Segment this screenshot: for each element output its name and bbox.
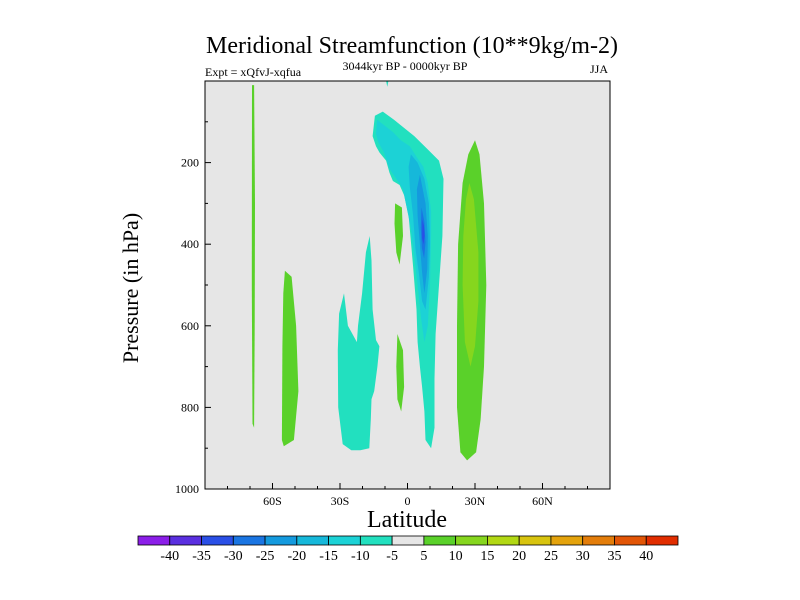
colorbar-swatch (582, 535, 615, 546)
contour-region-speck-top (386, 81, 389, 87)
season-label: JJA (590, 62, 608, 76)
x-tick-label: 30S (331, 494, 350, 508)
colorbar-swatch (391, 535, 425, 546)
colorbar-label: -40 (160, 549, 179, 564)
contour-region-cell-30n-pos-10 (462, 183, 479, 367)
colorbar-label: 20 (512, 549, 526, 564)
x-tick-label: 60N (532, 494, 553, 508)
chart-title: Meridional Streamfunction (10**9kg/m-2) (206, 33, 618, 59)
colorbar-label: 35 (607, 549, 621, 564)
colorbar-label: 25 (544, 549, 558, 564)
y-tick-label: 1000 (175, 482, 199, 496)
contour-region-cell-eq-neg-30 (422, 219, 425, 245)
colorbar-swatch (487, 535, 520, 546)
colorbar-label: 5 (420, 549, 427, 564)
colorbar-label: -20 (287, 549, 306, 564)
colorbar-label: 10 (449, 549, 463, 564)
y-tick-label: 600 (181, 319, 199, 333)
y-axis: 200 400 600 800 1000 (175, 121, 211, 496)
y-tick-label: 400 (181, 237, 199, 251)
colorbar-swatch (169, 535, 202, 546)
colorbar-label: 40 (639, 549, 653, 564)
colorbar-swatch (264, 535, 298, 546)
colorbar-label: -30 (224, 549, 243, 564)
colorbar-swatch (645, 535, 679, 546)
colorbar: -40 -35 -30 -25 -20 -15 -10 -5 5 10 15 20 25 30 35 40 (137, 535, 679, 564)
colorbar-swatch (328, 535, 361, 546)
colorbar-label: 30 (576, 549, 590, 564)
x-tick-label: 30N (465, 494, 486, 508)
contour-regions (251, 81, 487, 461)
colorbar-swatch (455, 535, 488, 546)
colorbar-swatch (550, 535, 584, 546)
colorbar-swatch (232, 535, 266, 546)
y-tick-label: 800 (181, 400, 199, 414)
colorbar-label: -35 (192, 549, 211, 564)
contour-region-cell-25s-neg (337, 236, 380, 451)
x-axis: 60S 30S 0 30N 60N (227, 483, 588, 508)
contour-region-blob-5s-pos (394, 203, 403, 265)
x-tick-label: 60S (263, 494, 282, 508)
colorbar-swatch (614, 535, 647, 546)
x-tick-label: 0 (405, 494, 411, 508)
experiment-label: Expt = xQfvJ-xqfua (205, 65, 302, 79)
colorbar-label: 15 (480, 549, 494, 564)
x-axis-label: Latitude (367, 507, 447, 533)
colorbar-label: -25 (256, 549, 275, 564)
time-range-label: 3044kyr BP - 0000kyr BP (343, 59, 468, 73)
colorbar-swatch (201, 535, 234, 546)
colorbar-label: -10 (351, 549, 370, 564)
colorbar-swatch (423, 535, 457, 546)
colorbar-label: -5 (386, 549, 398, 564)
colorbar-swatch (137, 535, 171, 546)
y-axis-label: Pressure (in hPa) (118, 213, 143, 363)
contour-region-streak-70s-pos (251, 85, 255, 428)
colorbar-swatch (359, 535, 393, 546)
colorbar-label: -15 (319, 549, 338, 564)
contour-region-cell-50s-pos (281, 270, 299, 447)
contour-region-blob-3s-pos (396, 334, 405, 412)
colorbar-swatch (518, 535, 552, 546)
colorbar-swatch (296, 535, 329, 546)
y-tick-label: 200 (181, 156, 199, 170)
